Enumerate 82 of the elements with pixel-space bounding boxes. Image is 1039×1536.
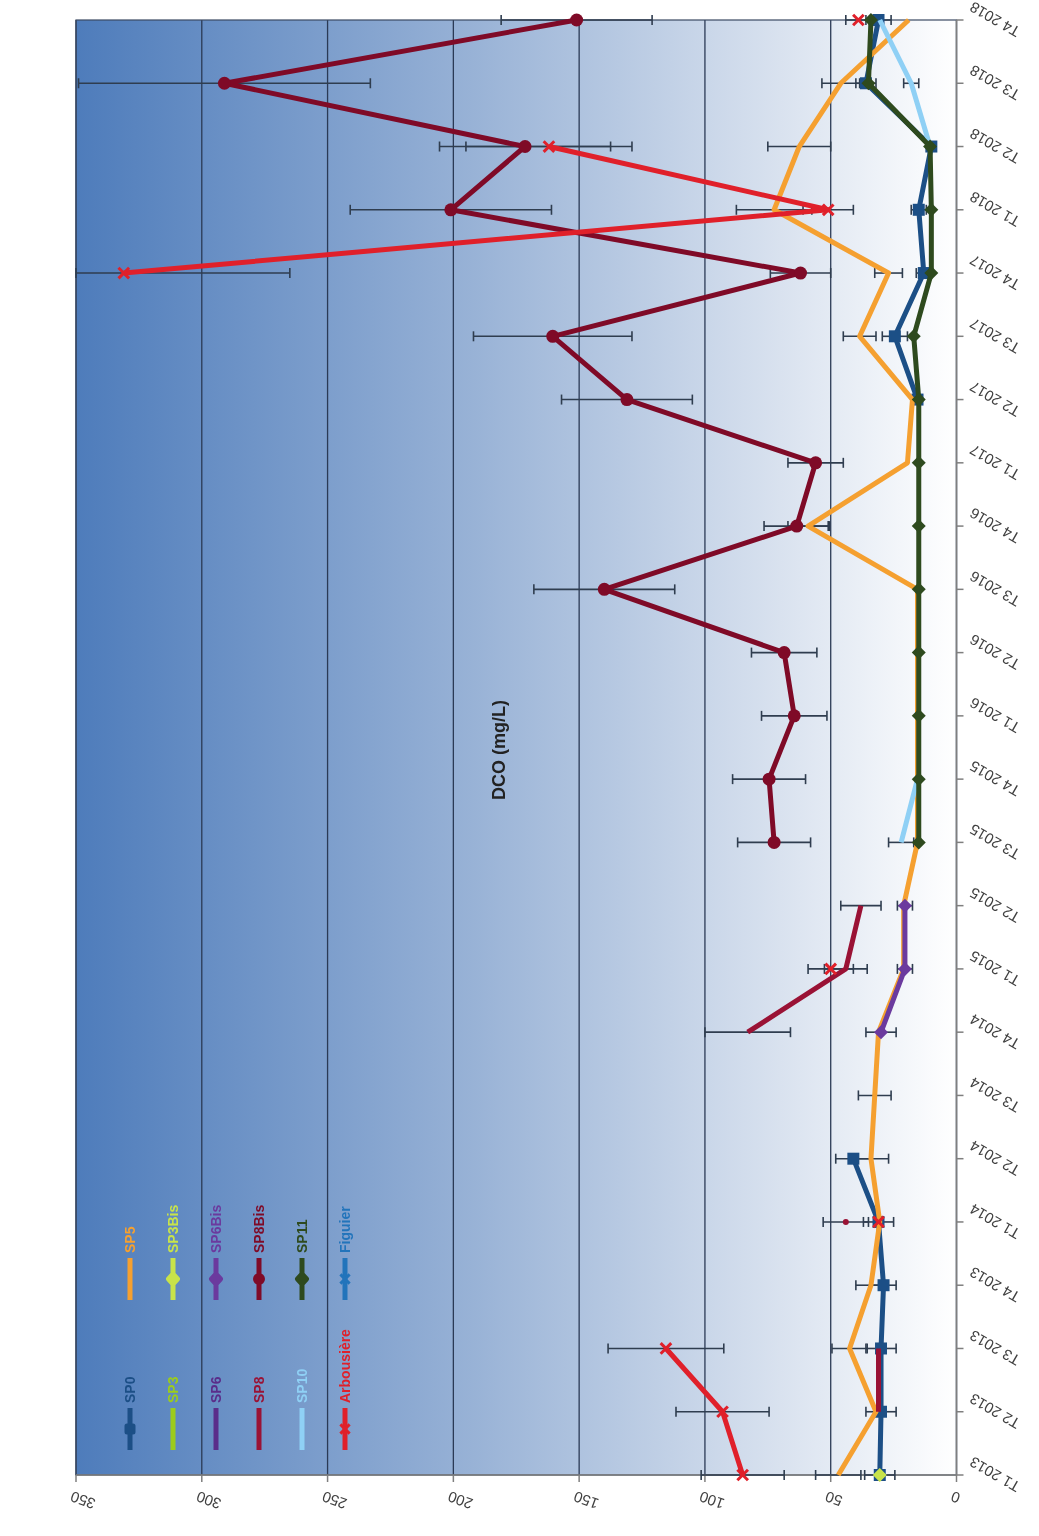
point [847, 1152, 860, 1165]
x-tick-label: 0 [948, 1488, 963, 1508]
point [790, 519, 804, 533]
x-tick-label: 50 [822, 1488, 845, 1510]
text: SP8Bis [251, 1204, 267, 1253]
y-tick-label: T4 2014 [966, 1011, 1023, 1054]
point [597, 582, 611, 596]
point [518, 140, 532, 154]
point [911, 645, 926, 660]
y-tick-label: T2 2018 [966, 125, 1023, 168]
point [863, 13, 878, 27]
y-tick-label: T2 2017 [966, 378, 1023, 421]
point [911, 708, 926, 723]
text: SP0 [122, 1376, 138, 1403]
point [809, 456, 823, 470]
point [736, 1468, 750, 1482]
text: SP11 [294, 1219, 310, 1253]
y-tick-label: T4 2016 [966, 504, 1023, 548]
text: SP5 [122, 1226, 138, 1253]
point [794, 266, 808, 280]
text: Arbousière [337, 1328, 353, 1403]
x-tick-label: 100 [697, 1488, 727, 1513]
point [824, 962, 838, 976]
point [924, 266, 939, 281]
y-tick-label: T3 2016 [966, 568, 1023, 611]
point [217, 76, 231, 90]
point [911, 772, 926, 787]
point [888, 330, 901, 343]
x-tick-label: 250 [319, 1488, 350, 1513]
y-tick-label: T1 2017 [966, 441, 1023, 484]
text: SP3Bis [165, 1204, 181, 1253]
point [821, 203, 835, 217]
y-tick-label: T1 2014 [966, 1200, 1023, 1244]
y-tick-label: T3 2017 [966, 315, 1023, 358]
point [777, 646, 791, 660]
legend-label: SP6 [208, 1376, 224, 1403]
point [911, 582, 926, 597]
legend-label: Figuier [337, 1205, 353, 1253]
text: DCO (mg/L) [489, 700, 509, 800]
text: SP6Bis [208, 1204, 224, 1253]
x-tick-label: 200 [445, 1488, 475, 1513]
y-tick-label: T3 2013 [966, 1327, 1023, 1370]
x-tick-label: 150 [571, 1488, 601, 1513]
point [546, 329, 560, 343]
y-tick-label: T2 2013 [966, 1390, 1023, 1433]
point [716, 1405, 729, 1419]
legend-label: SP3 [165, 1376, 181, 1403]
point [659, 1342, 673, 1355]
point [924, 202, 939, 217]
point [842, 1218, 849, 1225]
y-tick-label: T1 2016 [966, 694, 1023, 737]
text: SP8 [251, 1376, 267, 1403]
y-tick-label: T2 2014 [966, 1137, 1023, 1180]
y-tick-label: T2 2015 [966, 884, 1023, 927]
point [874, 1025, 889, 1040]
point [444, 203, 458, 217]
point [542, 140, 556, 153]
y-tick-label: T2 2016 [966, 631, 1023, 674]
point [767, 835, 781, 849]
x-tick-label: 300 [194, 1488, 224, 1513]
point [620, 393, 634, 407]
y-tick-label: T1 2018 [966, 188, 1023, 231]
y-tick-label: T3 2014 [966, 1074, 1023, 1117]
y-tick-label: T3 2015 [966, 821, 1023, 864]
point [911, 835, 926, 850]
point [787, 709, 801, 723]
point [906, 329, 921, 344]
point [911, 455, 926, 470]
point [877, 1279, 890, 1292]
y-tick-label: T4 2015 [966, 758, 1023, 801]
y-tick-label: T4 2013 [966, 1264, 1023, 1307]
y-tick-label: T3 2018 [966, 62, 1023, 105]
point [861, 76, 876, 91]
y-tick-label: T4 2017 [966, 251, 1023, 295]
point [117, 266, 131, 280]
point [852, 13, 865, 27]
point [570, 13, 584, 27]
y-tick-label: T4 2018 [966, 0, 1023, 42]
y-tick-label: T1 2013 [966, 1453, 1023, 1497]
y-tick-label: T1 2015 [966, 947, 1023, 991]
point [762, 772, 776, 786]
x-tick-label: 350 [68, 1488, 98, 1513]
